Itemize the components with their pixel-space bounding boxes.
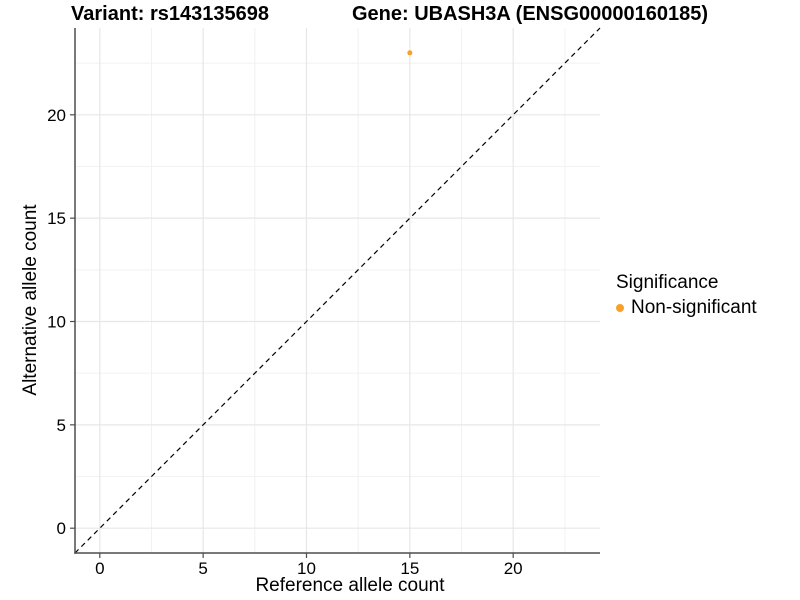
data-point <box>407 50 413 56</box>
x-axis-label: Reference allele count <box>255 575 445 596</box>
y-tick-label: 5 <box>57 416 66 435</box>
x-tick-label: 10 <box>297 559 316 578</box>
x-tick-label: 20 <box>504 559 523 578</box>
y-tick-label: 10 <box>47 313 66 332</box>
identity-reference-line <box>74 27 601 554</box>
legend-point-swatch <box>616 304 624 312</box>
legend: Significance Non-significant <box>616 272 757 319</box>
legend-item-label: Non-significant <box>631 297 757 318</box>
y-tick-label: 15 <box>47 209 66 228</box>
plot-title-variant: Variant: rs143135698 <box>71 3 269 25</box>
legend-item: Non-significant <box>616 297 757 319</box>
x-tick-label: 5 <box>198 559 207 578</box>
x-tick-label: 15 <box>400 559 419 578</box>
y-tick-label: 20 <box>47 106 66 125</box>
x-tick-label: 0 <box>95 559 104 578</box>
plot-title-gene: Gene: UBASH3A (ENSG00000160185) <box>351 3 709 25</box>
y-tick-label: 0 <box>57 519 66 538</box>
legend-title: Significance <box>616 272 719 293</box>
